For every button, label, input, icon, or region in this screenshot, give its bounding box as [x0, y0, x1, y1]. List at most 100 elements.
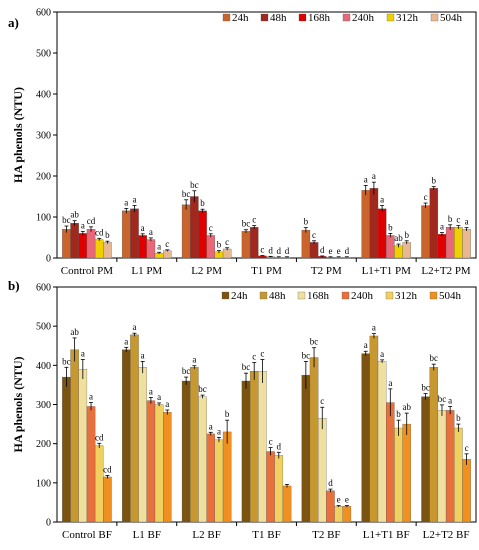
bar — [163, 250, 172, 259]
bar — [445, 410, 455, 523]
y-tick-label: 500 — [36, 49, 51, 60]
significance-letter: bc — [190, 180, 199, 190]
bar — [445, 227, 455, 259]
category-label: Control BF — [62, 529, 112, 541]
significance-letter: c — [320, 396, 324, 406]
significance-letter: c — [209, 223, 213, 233]
significance-letter: b — [200, 198, 205, 208]
bar — [274, 455, 284, 523]
significance-letter: cd — [103, 464, 112, 474]
bar — [301, 374, 311, 523]
significance-letter: cd — [87, 216, 96, 226]
bar — [206, 433, 215, 523]
significance-letter: bc — [430, 353, 439, 363]
panel-a: 0 100 200 300 400 500 600 HA phenols (NTU) a) Con… — [8, 8, 477, 277]
significance-letter: b — [396, 409, 401, 419]
significance-letter: a — [149, 386, 153, 396]
bar — [369, 188, 379, 259]
significance-letter: b — [217, 240, 222, 250]
significance-letter: b — [432, 176, 437, 186]
significance-letter: d — [328, 478, 333, 488]
y-tick-label: 400 — [36, 90, 51, 101]
legend-label: 312h — [395, 290, 418, 302]
significance-letter: c — [312, 230, 316, 240]
bar — [454, 427, 463, 523]
bar — [377, 208, 387, 259]
significance-letter: bc — [62, 215, 71, 225]
bar — [377, 361, 387, 523]
bar — [454, 227, 463, 259]
bar — [78, 369, 88, 523]
y-axis-title: HA phenols (NTU) — [11, 87, 25, 183]
bar — [249, 227, 259, 259]
significance-letter: c — [260, 245, 264, 255]
significance-letter: d — [277, 441, 282, 451]
significance-letter: a — [217, 426, 221, 436]
significance-letter: ab — [394, 233, 403, 243]
bar — [214, 439, 224, 523]
legend-swatch — [429, 291, 438, 300]
bar — [78, 233, 88, 259]
significance-letter: a — [364, 340, 368, 350]
bar — [437, 234, 447, 259]
legend-swatch — [430, 13, 439, 22]
legend-label: 504h — [440, 12, 463, 24]
bar — [86, 229, 96, 259]
bar — [386, 235, 395, 259]
significance-letter: e — [337, 495, 341, 505]
category-label: T1 PM — [251, 265, 282, 277]
category-label: Control PM — [61, 265, 113, 277]
bar — [394, 427, 403, 523]
significance-letter: bc — [182, 366, 191, 376]
category-label: L1 PM — [131, 265, 162, 277]
bar — [402, 242, 411, 259]
category-label: L2+T2 PM — [421, 265, 471, 277]
significance-letter: a — [465, 217, 469, 227]
category-label: T2 BF — [312, 529, 340, 541]
bar — [462, 229, 471, 259]
bar — [103, 476, 112, 523]
significance-letter: bc — [421, 383, 430, 393]
bar — [181, 380, 191, 523]
bar — [146, 239, 156, 259]
category-label: L1 BF — [133, 529, 161, 541]
bar — [326, 490, 335, 523]
legend-swatch — [222, 13, 231, 22]
category-label: T1 BF — [252, 529, 280, 541]
significance-letter: bc — [302, 350, 311, 360]
significance-letter: bc — [438, 394, 447, 404]
significance-letter: a — [124, 197, 128, 207]
bar — [122, 210, 131, 259]
bar — [94, 239, 104, 259]
y-tick-label: 500 — [36, 322, 51, 333]
bar — [429, 367, 439, 523]
y-tick-label: 0 — [46, 518, 51, 529]
significance-letter: b — [448, 214, 453, 224]
bar — [249, 371, 259, 523]
legend-label: 240h — [351, 290, 374, 302]
significance-letter: c — [225, 237, 229, 247]
significance-letter: a — [149, 227, 153, 237]
significance-letter: b — [456, 413, 461, 423]
significance-letter: ab — [70, 210, 79, 220]
bar — [334, 506, 343, 523]
significance-letter: bc — [242, 219, 251, 229]
significance-letter: bc — [242, 362, 251, 372]
bar — [94, 445, 104, 523]
bar — [103, 242, 112, 259]
significance-letter: b — [225, 409, 230, 419]
bar — [163, 412, 172, 523]
panel-label: a) — [8, 15, 19, 30]
significance-letter: e — [345, 495, 349, 505]
significance-letter: b — [105, 230, 110, 240]
bar — [70, 349, 79, 523]
y-tick-label: 100 — [36, 478, 51, 489]
y-tick-label: 200 — [36, 439, 51, 450]
bar — [361, 353, 370, 523]
bar — [222, 431, 232, 523]
legend-label: 312h — [396, 12, 419, 24]
significance-letter: a — [364, 174, 368, 184]
y-tick-label: 200 — [36, 172, 51, 183]
legend-swatch — [386, 13, 395, 22]
